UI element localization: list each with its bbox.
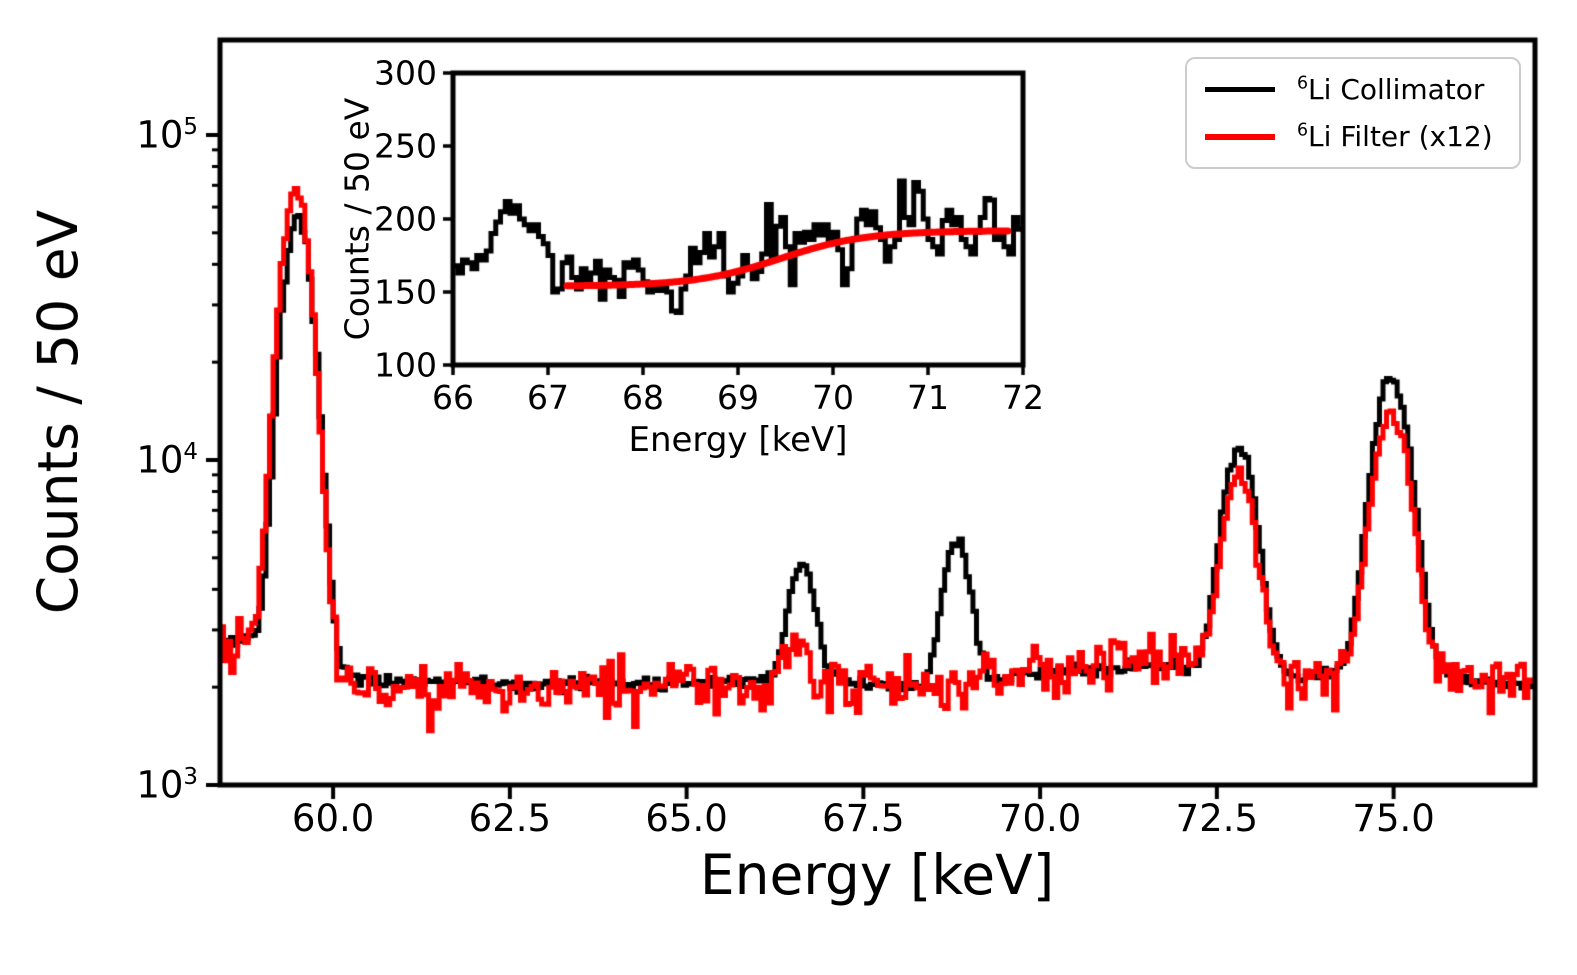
main-y-tick-label: 104 bbox=[136, 438, 198, 482]
inset-y-tick-label: 100 bbox=[374, 345, 437, 385]
main-y-tick-label: 105 bbox=[136, 113, 198, 157]
legend-item-collimator: 6Li Collimator bbox=[1187, 73, 1519, 106]
main-x-tick-label: 65.0 bbox=[645, 797, 728, 840]
legend-label: 6Li Collimator bbox=[1297, 73, 1484, 106]
main-x-tick-label: 70.0 bbox=[998, 797, 1082, 840]
legend: 6Li Collimator 6Li Filter (x12) bbox=[1185, 57, 1521, 169]
main-x-tick-label: 75.0 bbox=[1352, 797, 1435, 840]
isotope-superscript: 6 bbox=[1297, 120, 1309, 141]
inset-x-tick-label: 67 bbox=[527, 378, 569, 417]
inset-x-tick-label: 70 bbox=[812, 378, 854, 417]
inset-y-axis-label: Counts / 50 eV bbox=[337, 97, 377, 341]
inset-y-tick-label: 200 bbox=[374, 199, 437, 239]
legend-item-filter: 6Li Filter (x12) bbox=[1187, 120, 1519, 153]
inset-y-tick-label: 150 bbox=[374, 272, 437, 312]
main-x-tick-label: 62.5 bbox=[468, 797, 552, 840]
inset-x-tick-label: 66 bbox=[432, 378, 474, 417]
inset-y-tick-label: 250 bbox=[374, 126, 437, 166]
inset-x-tick-label: 72 bbox=[1002, 378, 1044, 417]
legend-label-text: Li Collimator bbox=[1308, 73, 1485, 106]
main-x-tick-label: 60.0 bbox=[291, 797, 375, 840]
legend-label: 6Li Filter (x12) bbox=[1297, 120, 1493, 153]
isotope-superscript: 6 bbox=[1297, 73, 1309, 94]
main-y-tick-label: 103 bbox=[136, 763, 198, 807]
inset-x-tick-label: 68 bbox=[622, 378, 664, 417]
inset-x-tick-label: 71 bbox=[907, 378, 949, 417]
legend-line-red bbox=[1205, 133, 1275, 140]
main-x-axis-label: Energy [keV] bbox=[699, 843, 1055, 907]
main-x-tick-label: 72.5 bbox=[1175, 797, 1259, 840]
inset-x-axis-label: Energy [keV] bbox=[628, 420, 848, 460]
legend-label-text: Li Filter (x12) bbox=[1308, 120, 1493, 153]
inset-x-tick-label: 69 bbox=[717, 378, 759, 417]
legend-line-black bbox=[1205, 87, 1275, 92]
main-y-axis-label: Counts / 50 eV bbox=[26, 209, 90, 615]
main-x-tick-label: 67.5 bbox=[822, 797, 905, 840]
inset-y-tick-label: 300 bbox=[374, 53, 437, 93]
